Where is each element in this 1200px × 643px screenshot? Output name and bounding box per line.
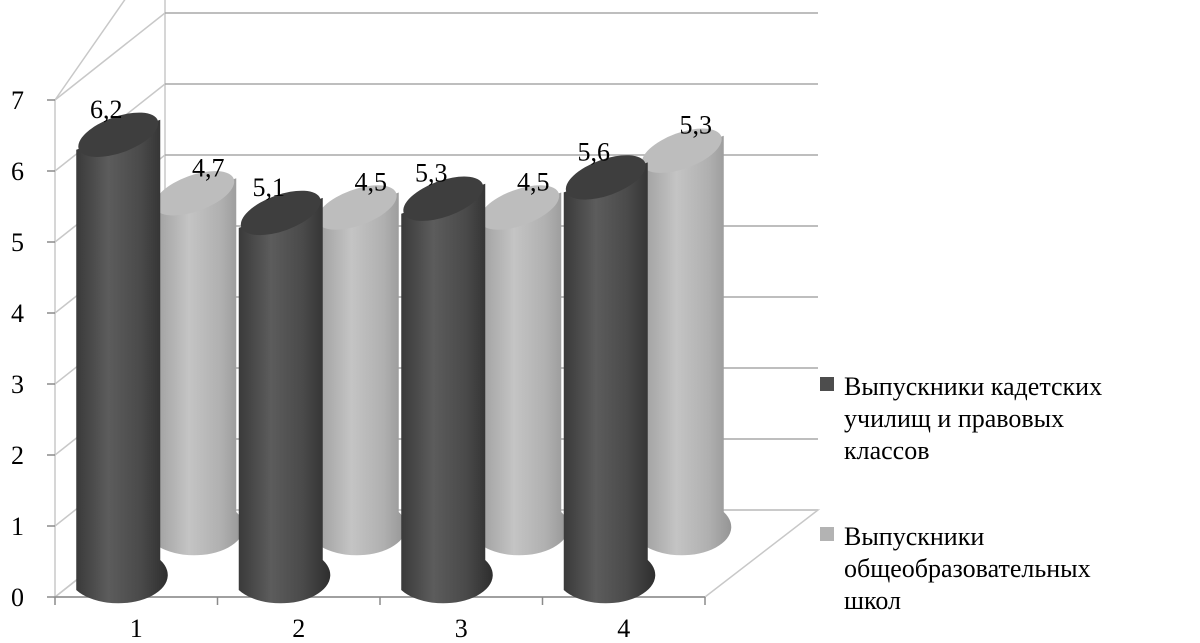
bar-top xyxy=(565,155,646,200)
data-label-general: 4,7 xyxy=(192,153,225,182)
bar-body xyxy=(314,192,407,556)
data-label-cadet: 5,6 xyxy=(578,137,611,166)
bar-body xyxy=(238,197,331,604)
bar-cadet-2 xyxy=(238,190,331,604)
bar-cadet-1 xyxy=(76,112,168,604)
y-tick-label: 3 xyxy=(11,370,24,399)
bars xyxy=(76,112,732,604)
bar-cadet-4 xyxy=(563,155,656,604)
bar-top xyxy=(316,185,397,230)
bar-top xyxy=(641,128,722,173)
bar-top xyxy=(240,190,321,236)
y-tick-label: 1 xyxy=(11,512,24,541)
bar-body xyxy=(152,178,244,556)
data-label-cadet: 6,2 xyxy=(90,95,123,124)
bar-cadet-3 xyxy=(401,176,493,604)
bar-top xyxy=(78,112,159,157)
x-tick-label: 4 xyxy=(617,614,630,643)
data-label-cadet: 5,1 xyxy=(253,173,286,202)
bar-body xyxy=(401,183,493,604)
bar-body xyxy=(563,162,656,604)
data-labels: 4,7 4,5 4,5 5,3 6,2 5,1 5,3 5,6 xyxy=(90,95,712,202)
legend-entry-cadet: Выпускники кадетских училищ и правовых кла… xyxy=(820,372,1102,465)
data-label-cadet: 5,3 xyxy=(415,159,448,188)
legend-label-line: Выпускники xyxy=(844,522,984,551)
legend-label-line: классов xyxy=(844,436,930,465)
legend-swatch xyxy=(820,527,834,541)
y-tick-label: 2 xyxy=(11,441,24,470)
bar-general-4 xyxy=(639,128,732,556)
bar-body xyxy=(76,119,168,604)
x-tick-label: 3 xyxy=(455,614,468,643)
legend-label-line: училищ и правовых xyxy=(844,404,1064,433)
y-tick-label: 5 xyxy=(11,228,24,257)
legend-swatch xyxy=(820,377,834,391)
legend: Выпускники кадетских училищ и правовых кла… xyxy=(820,372,1102,615)
bar-general-1 xyxy=(152,171,244,556)
x-tick-label: 1 xyxy=(130,614,143,643)
bar-body xyxy=(639,135,732,556)
legend-label-line: школ xyxy=(844,586,901,615)
y-tick-label: 7 xyxy=(11,86,24,115)
axes: 0 1 2 3 4 5 6 7 1 2 3 4 xyxy=(11,86,706,643)
y-tick-label: 6 xyxy=(11,157,24,186)
y-tick-label: 4 xyxy=(11,299,24,328)
legend-label-line: Выпускники кадетских xyxy=(844,372,1102,401)
data-label-general: 5,3 xyxy=(680,111,713,140)
data-label-general: 4,5 xyxy=(517,168,550,197)
gridline-side xyxy=(54,12,166,101)
legend-label-line: общеобразовательных xyxy=(844,554,1091,583)
x-tick-label: 2 xyxy=(292,614,305,643)
data-label-general: 4,5 xyxy=(355,168,388,197)
bar-top xyxy=(479,185,560,230)
side-wall-top-edge xyxy=(54,0,126,101)
bar-top xyxy=(154,171,235,216)
bar-general-3 xyxy=(477,185,569,556)
bar-body xyxy=(477,192,569,556)
bar-general-2 xyxy=(314,185,407,556)
bar-top xyxy=(403,176,484,221)
legend-entry-general: Выпускники общеобразовательных школ xyxy=(820,522,1091,615)
y-tick-label: 0 xyxy=(11,583,24,612)
